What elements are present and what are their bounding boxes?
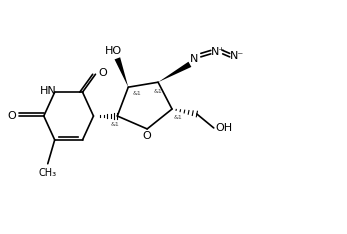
Text: HN: HN (39, 86, 56, 96)
Polygon shape (158, 62, 191, 82)
Text: OH: OH (215, 123, 232, 133)
Text: HO: HO (105, 46, 122, 56)
Text: CH₃: CH₃ (39, 168, 57, 178)
Text: &1: &1 (133, 91, 142, 96)
Text: N⁻: N⁻ (229, 51, 244, 61)
Text: N⁺: N⁺ (211, 48, 225, 57)
Text: O: O (143, 131, 152, 141)
Text: &1: &1 (154, 89, 162, 94)
Text: O: O (99, 68, 107, 78)
Polygon shape (115, 57, 128, 87)
Text: O: O (7, 111, 16, 121)
Text: &1: &1 (111, 122, 120, 128)
Text: &1: &1 (174, 116, 182, 121)
Text: N: N (190, 54, 198, 64)
